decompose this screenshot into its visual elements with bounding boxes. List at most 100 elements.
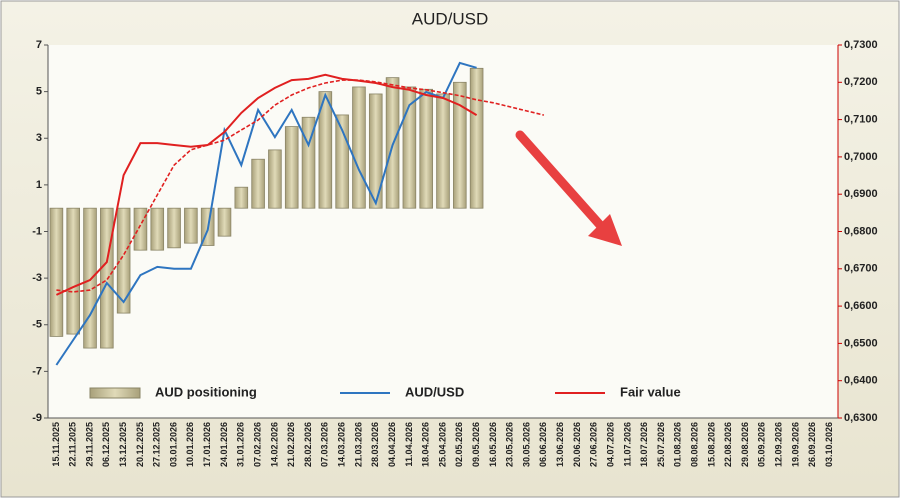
x-tick-label: 21.02.2026 (286, 422, 296, 467)
x-tick-label: 30.05.2026 (521, 422, 531, 467)
bar (251, 158, 265, 209)
y2-tick-label: 0,6800 (844, 225, 878, 237)
bar (184, 207, 198, 244)
y-tick-label: -7 (32, 365, 42, 377)
y2-tick-label: 0,6900 (844, 188, 878, 200)
x-tick-label: 29.11.2025 (84, 422, 94, 467)
y-tick-label: 1 (36, 179, 42, 191)
x-tick-label: 25.04.2026 (437, 422, 447, 467)
bar (234, 186, 249, 209)
y-tick-label: 3 (36, 132, 42, 144)
x-tick-label: 17.01.2026 (202, 422, 212, 467)
line (55, 61, 477, 366)
x-tick-label: 15.11.2025 (51, 422, 61, 467)
x-tick-label: 23.05.2026 (505, 422, 515, 467)
x-tick-label: 28.03.2026 (370, 422, 380, 467)
x-tick-label: 08.08.2026 (690, 422, 700, 467)
bar (352, 86, 366, 209)
x-tick-label: 22.08.2026 (723, 422, 733, 467)
x-tick-label: 07.02.2026 (252, 422, 262, 467)
x-tick-label: 03.01.2026 (168, 422, 178, 467)
y-tick-label: -3 (32, 272, 42, 284)
x-tick-label: 31.01.2026 (236, 422, 246, 467)
x-tick-label: 20.06.2026 (572, 422, 582, 467)
y-tick-label: 5 (36, 86, 42, 98)
x-tick-label: 13.12.2025 (118, 422, 128, 467)
bar (402, 86, 417, 209)
x-tick-label: 27.12.2025 (152, 422, 162, 467)
y-tick-label: -9 (32, 412, 42, 424)
line (55, 73, 478, 296)
legend-swatch (89, 387, 141, 399)
x-tick-label: 06.06.2026 (538, 422, 548, 467)
x-tick-label: 14.03.2026 (337, 422, 347, 467)
y2-tick-label: 0,6600 (844, 300, 878, 312)
x-tick-label: 18.07.2026 (639, 422, 649, 467)
y2-tick-label: 0,7200 (844, 76, 878, 88)
bar (436, 93, 450, 209)
x-tick-label: 09.05.2026 (471, 422, 481, 467)
x-tick-label: 11.04.2026 (404, 422, 414, 467)
bar (100, 207, 114, 349)
y2-tick-label: 0,7100 (844, 114, 878, 126)
x-tick-label: 19.09.2026 (790, 422, 800, 467)
bar (66, 207, 80, 335)
x-tick-label: 01.08.2026 (673, 422, 683, 467)
x-tick-label: 15.08.2026 (706, 422, 716, 467)
bar (419, 88, 433, 209)
x-tick-label: 04.04.2026 (387, 422, 397, 467)
y2-tick-label: 0,7300 (844, 39, 878, 51)
bar (116, 207, 131, 314)
y2-tick-label: 0,6300 (844, 412, 878, 424)
y2-tick-label: 0,6700 (844, 263, 878, 275)
bar (133, 207, 148, 251)
x-tick-label: 06.12.2025 (101, 422, 111, 467)
x-tick-label: 28.02.2026 (303, 422, 313, 467)
x-tick-label: 07.03.2026 (320, 422, 330, 467)
y-tick-label: -5 (32, 319, 42, 331)
x-tick-label: 02.05.2026 (454, 422, 464, 467)
x-tick-label: 22.11.2025 (68, 422, 78, 467)
x-tick-label: 20.12.2025 (135, 422, 145, 467)
x-tick-label: 05.09.2026 (757, 422, 767, 467)
bar (284, 126, 299, 209)
y2-tick-label: 0,7000 (844, 151, 878, 163)
legend-label: AUD positioning (155, 384, 257, 399)
y-tick-label: 7 (36, 39, 42, 51)
x-tick-label: 14.02.2026 (269, 422, 279, 467)
x-tick-label: 29.08.2026 (740, 422, 750, 467)
x-tick-label: 21.03.2026 (353, 422, 363, 467)
bar (469, 67, 484, 209)
x-tick-label: 16.05.2026 (488, 422, 498, 467)
bar (318, 91, 333, 209)
legend-label: AUD/USD (405, 384, 464, 399)
bar (268, 149, 282, 209)
bar (217, 207, 232, 237)
bar (49, 207, 64, 337)
y2-tick-label: 0,6500 (844, 337, 878, 349)
bar (453, 81, 467, 209)
x-tick-label: 24.01.2026 (219, 422, 229, 467)
x-tick-label: 13.06.2026 (555, 422, 565, 467)
bar (167, 207, 181, 249)
bar (83, 207, 97, 349)
x-tick-label: 25.07.2026 (656, 422, 666, 467)
x-tick-label: 11.07.2026 (622, 422, 632, 467)
bar (150, 207, 165, 251)
x-tick-label: 10.01.2026 (185, 422, 195, 467)
y2-tick-label: 0,6400 (844, 375, 878, 387)
legend-label: Fair value (620, 384, 681, 399)
x-tick-label: 03.10.2026 (824, 422, 834, 467)
arrow (515, 130, 605, 230)
x-tick-label: 04.07.2026 (605, 422, 615, 467)
chart-title: AUD/USD (412, 9, 489, 28)
x-tick-label: 18.04.2026 (421, 422, 431, 467)
x-tick-label: 12.09.2026 (774, 422, 784, 467)
y-tick-label: -1 (32, 225, 42, 237)
x-tick-label: 27.06.2026 (589, 422, 599, 467)
line (56, 79, 545, 293)
x-tick-label: 26.09.2026 (807, 422, 817, 467)
bar (368, 93, 383, 209)
arrow-head (588, 214, 622, 246)
